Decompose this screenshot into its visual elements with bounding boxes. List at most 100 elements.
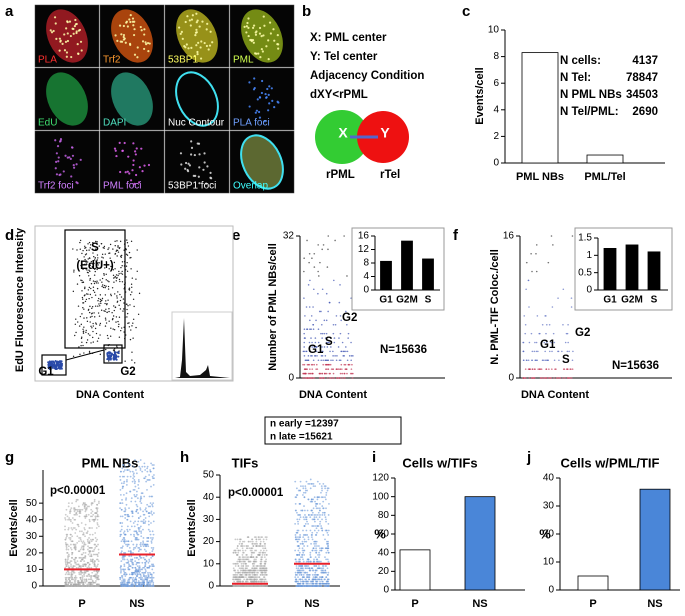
decor-dot bbox=[322, 571, 325, 574]
decor-dot bbox=[80, 570, 83, 572]
decor-dot bbox=[150, 563, 153, 566]
decor-dot bbox=[321, 332, 324, 335]
decor-dot bbox=[117, 291, 119, 293]
decor-dot bbox=[319, 580, 321, 583]
focus bbox=[247, 34, 250, 38]
y-tick-label: 8 bbox=[493, 51, 499, 62]
decor-dot bbox=[72, 585, 75, 587]
decor-dot bbox=[303, 554, 306, 556]
decor-dot bbox=[326, 266, 329, 268]
decor-dot bbox=[125, 543, 127, 546]
decor-dot bbox=[94, 305, 97, 307]
decor-dot bbox=[115, 358, 118, 361]
decor-dot bbox=[262, 538, 265, 541]
decor-dot bbox=[73, 565, 76, 568]
decor-dot bbox=[121, 568, 124, 571]
decor-dot bbox=[90, 560, 93, 563]
decor-dot bbox=[234, 576, 237, 579]
focus bbox=[253, 86, 256, 90]
decor-dot bbox=[143, 495, 146, 498]
annotation: S bbox=[562, 354, 570, 366]
decor-dot bbox=[311, 525, 314, 527]
decor-dot bbox=[69, 546, 72, 549]
decor-dot bbox=[123, 537, 126, 539]
decor-dot bbox=[569, 368, 572, 370]
decor-dot bbox=[332, 332, 335, 335]
decor-dot bbox=[306, 567, 309, 570]
decor-dot bbox=[116, 301, 119, 303]
decor-dot bbox=[303, 538, 306, 541]
decor-dot bbox=[307, 359, 310, 362]
decor-dot bbox=[106, 311, 108, 314]
decor-dot bbox=[106, 302, 108, 305]
decor-dot bbox=[259, 569, 262, 572]
decor-dot bbox=[89, 316, 92, 318]
decor-dot bbox=[94, 322, 97, 324]
decor-dot bbox=[244, 565, 247, 567]
decor-dot bbox=[141, 470, 144, 473]
decor-dot bbox=[75, 500, 78, 503]
decor-dot bbox=[60, 362, 63, 365]
decor-dot bbox=[95, 512, 98, 514]
decor-dot bbox=[141, 561, 144, 564]
decor-dot bbox=[314, 337, 317, 339]
decor-dot bbox=[104, 317, 107, 319]
decor-dot bbox=[325, 368, 327, 370]
decor-dot bbox=[303, 518, 306, 521]
panel-letter: i bbox=[372, 449, 376, 466]
y-tick-label: 10 bbox=[488, 25, 500, 36]
decor-dot bbox=[139, 555, 141, 558]
decor-dot bbox=[78, 515, 81, 518]
decor-dot bbox=[122, 532, 125, 534]
decor-dot bbox=[122, 578, 125, 581]
decor-dot bbox=[339, 332, 342, 335]
decor-dot bbox=[67, 556, 69, 559]
decor-dot bbox=[243, 560, 245, 563]
decor-dot bbox=[96, 555, 99, 558]
decor-dot bbox=[134, 566, 137, 569]
decor-dot bbox=[323, 578, 326, 581]
stat-label: N Tel: bbox=[560, 72, 591, 84]
focus bbox=[73, 25, 76, 28]
decor-dot bbox=[77, 525, 80, 528]
decor-dot bbox=[322, 363, 324, 366]
decor-dot bbox=[138, 571, 141, 574]
decor-dot bbox=[68, 517, 71, 519]
decor-dot bbox=[146, 576, 149, 579]
decor-dot bbox=[312, 288, 315, 291]
decor-dot bbox=[93, 282, 96, 285]
annotation: p<0.00001 bbox=[50, 485, 106, 497]
decor-dot bbox=[123, 465, 126, 468]
decor-dot bbox=[95, 527, 98, 529]
decor-dot bbox=[96, 340, 99, 342]
decor-dot bbox=[303, 540, 306, 543]
decor-dot bbox=[254, 569, 256, 572]
decor-dot bbox=[297, 549, 300, 552]
decor-dot bbox=[316, 480, 319, 483]
decor-dot bbox=[120, 533, 123, 536]
decor-dot bbox=[303, 509, 306, 512]
decor-dot bbox=[92, 575, 95, 577]
decor-dot bbox=[325, 585, 328, 587]
decor-dot bbox=[305, 582, 308, 585]
decor-dot bbox=[97, 570, 100, 572]
focus bbox=[56, 145, 60, 148]
decor-dot bbox=[128, 251, 131, 254]
decor-dot bbox=[555, 368, 557, 370]
decor-dot bbox=[319, 377, 321, 379]
decor-dot bbox=[139, 585, 142, 587]
decor-dot bbox=[149, 469, 151, 471]
decor-dot bbox=[123, 302, 125, 304]
decor-dot bbox=[117, 246, 119, 248]
y-axis-label: Number of PML NBs/cell bbox=[267, 243, 279, 371]
decor-dot bbox=[88, 540, 91, 543]
focus bbox=[179, 152, 183, 155]
decor-dot bbox=[68, 555, 70, 558]
panel-letter: c bbox=[462, 3, 470, 20]
decor-dot bbox=[303, 332, 305, 335]
decor-dot bbox=[301, 554, 303, 556]
decor-dot bbox=[117, 251, 120, 253]
focus bbox=[72, 32, 75, 35]
decor-dot bbox=[93, 561, 96, 564]
decor-dot bbox=[316, 531, 318, 534]
